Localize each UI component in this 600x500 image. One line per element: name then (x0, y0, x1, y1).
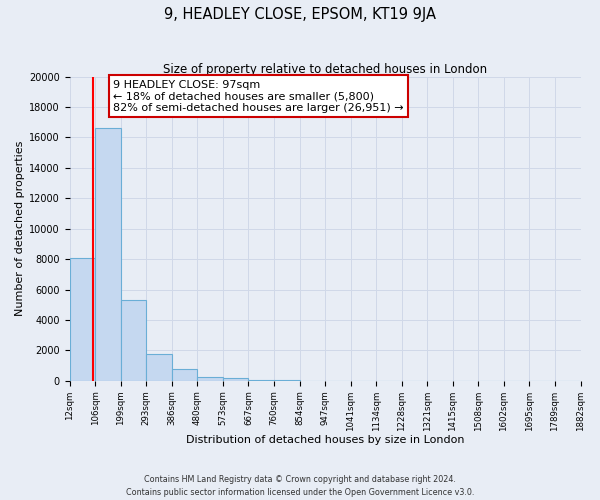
Bar (172, 370, 197, 380)
Bar (70, 258, 95, 380)
Bar (197, 377, 223, 380)
Y-axis label: Number of detached properties: Number of detached properties (15, 141, 25, 316)
Text: 9, HEADLEY CLOSE, EPSOM, KT19 9JA: 9, HEADLEY CLOSE, EPSOM, KT19 9JA (164, 8, 436, 22)
Text: 9 HEADLEY CLOSE: 97sqm
← 18% of detached houses are smaller (5,800)
82% of semi-: 9 HEADLEY CLOSE: 97sqm ← 18% of detached… (113, 80, 404, 113)
X-axis label: Distribution of detached houses by size in London: Distribution of detached houses by size … (186, 435, 464, 445)
Bar (223, 378, 248, 380)
Bar (146, 354, 172, 380)
Text: Contains HM Land Registry data © Crown copyright and database right 2024.
Contai: Contains HM Land Registry data © Crown c… (126, 476, 474, 497)
Bar (95, 128, 121, 380)
Title: Size of property relative to detached houses in London: Size of property relative to detached ho… (163, 62, 487, 76)
Bar (121, 300, 146, 380)
